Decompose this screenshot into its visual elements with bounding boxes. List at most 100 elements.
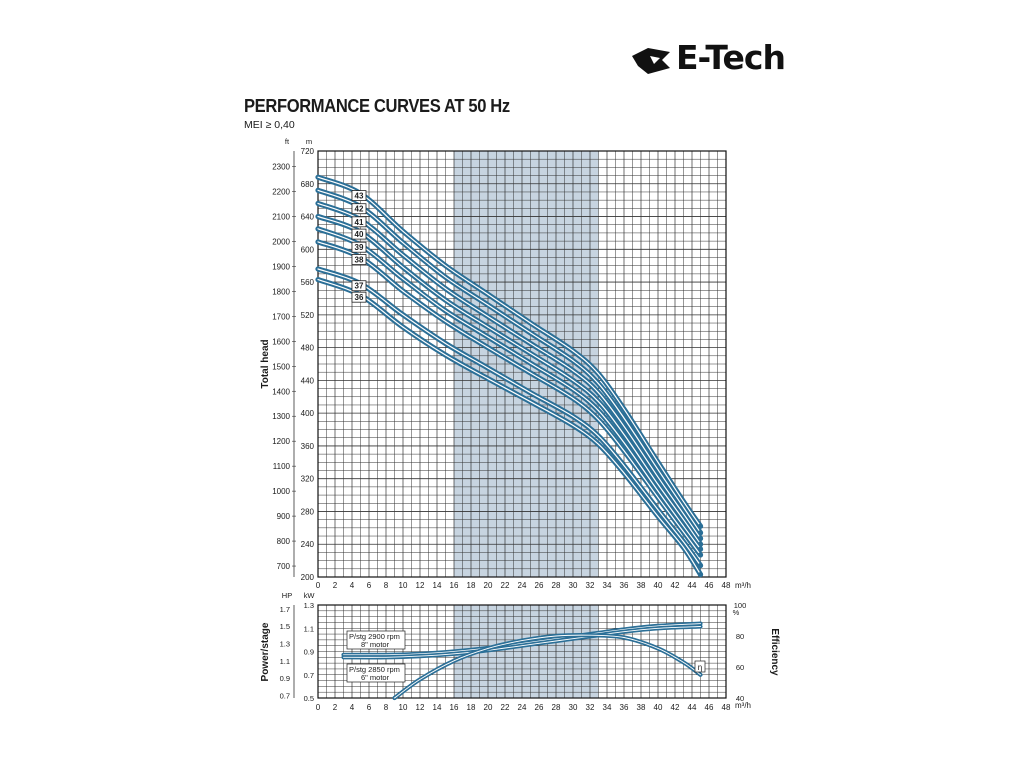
x-tick-label: 4 <box>350 581 355 590</box>
y-tick-label-m: 360 <box>301 442 315 451</box>
x-tick-label-lower: 22 <box>501 703 510 712</box>
y-tick-label-hp: 0.9 <box>280 674 290 683</box>
y-tick-label-ft: 1200 <box>272 437 290 446</box>
page-title: PERFORMANCE CURVES AT 50 Hz <box>244 96 510 116</box>
y-tick-label-ft: 1100 <box>273 462 291 471</box>
stage-label-box <box>351 241 367 253</box>
curve-41-core <box>317 202 702 540</box>
y-tick-label-m: 560 <box>301 278 315 287</box>
x-tick-label-lower: 28 <box>552 703 561 712</box>
x-tick-label-lower: 20 <box>484 703 493 712</box>
page-subtitle: MEI ≥ 0,40 <box>244 119 295 131</box>
x-axis-unit-lower: m³/h <box>735 701 751 710</box>
power-axis-title: Power/stage <box>260 622 271 681</box>
y-tick-label-m: 440 <box>301 376 315 385</box>
x-tick-label-lower: 16 <box>450 703 459 712</box>
y2-tick-label: 100 <box>734 601 747 610</box>
x-tick-label: 0 <box>316 581 321 590</box>
x-tick-label-lower: 42 <box>671 703 680 712</box>
power-annotation-line2: 8" motor <box>361 640 390 649</box>
y-tick-label-m: 320 <box>301 475 315 484</box>
y2-tick-label: 60 <box>736 663 744 672</box>
x-tick-label-lower: 24 <box>518 703 527 712</box>
y-unit-kw: kW <box>304 591 316 600</box>
y-tick-label-ft: 1500 <box>272 362 290 371</box>
stage-label-box <box>351 280 367 292</box>
stage-label: 38 <box>355 256 364 265</box>
y-tick-label-m: 600 <box>301 245 315 254</box>
y-tick-label-m: 280 <box>301 507 315 516</box>
y-tick-label-m: 680 <box>301 180 315 189</box>
power-efficiency-chart: 0.50.70.91.11.30.70.91.11.31.51.74060801… <box>260 591 780 712</box>
curve-40-core <box>317 215 702 545</box>
x-tick-label: 40 <box>654 581 663 590</box>
x-tick-label-lower: 14 <box>433 703 442 712</box>
stage-label-box <box>351 190 367 202</box>
x-tick-label-lower: 26 <box>535 703 544 712</box>
x-tick-label: 18 <box>467 581 476 590</box>
stage-label: 39 <box>355 243 364 252</box>
stage-label: 43 <box>355 192 364 201</box>
x-axis-unit: m³/h <box>735 581 751 590</box>
x-tick-label: 8 <box>384 581 389 590</box>
y-tick-label-ft: 900 <box>277 512 291 521</box>
y-tick-label-ft: 1000 <box>272 487 290 496</box>
y-tick-label-kw: 1.1 <box>304 624 314 633</box>
x-tick-label: 10 <box>399 581 408 590</box>
y-tick-label-ft: 1800 <box>272 287 290 296</box>
y-tick-label-hp: 1.7 <box>280 605 290 614</box>
stage-label-box <box>351 254 367 265</box>
x-tick-label: 6 <box>367 581 372 590</box>
x-tick-label: 24 <box>518 581 527 590</box>
curve-43-core <box>317 176 702 527</box>
y-tick-label-kw: 1.3 <box>304 601 314 610</box>
plot-frame <box>317 150 727 578</box>
y-tick-label-ft: 1600 <box>272 337 290 346</box>
plot-frame-lower <box>317 604 727 699</box>
x-tick-label: 22 <box>501 581 510 590</box>
curve-38-endpoint <box>697 552 704 558</box>
x-tick-label-lower: 48 <box>722 703 731 712</box>
stage-label-box <box>351 291 367 303</box>
y-tick-label-hp: 0.7 <box>280 691 290 700</box>
curve-39-core <box>317 228 702 550</box>
power-annotation-line2: 6" motor <box>361 673 390 682</box>
y-tick-label-ft: 2200 <box>272 188 290 197</box>
x-tick-label: 38 <box>637 581 646 590</box>
curve-38-core <box>317 241 702 556</box>
curve-37-endpoint <box>697 562 704 569</box>
x-tick-label-lower: 32 <box>586 703 595 712</box>
curve-37-core <box>317 268 702 567</box>
x-tick-label-lower: 34 <box>603 703 612 712</box>
y-tick-label-ft: 2300 <box>272 163 290 172</box>
e-tech-logo-icon <box>632 48 670 74</box>
x-tick-label: 46 <box>705 581 714 590</box>
power-annotation-line1: P/stg 2900 rpm <box>349 632 400 641</box>
stage-label: 36 <box>355 293 364 302</box>
x-tick-label: 44 <box>688 581 697 590</box>
x-tick-label-lower: 36 <box>620 703 629 712</box>
x-tick-label: 12 <box>416 581 425 590</box>
stage-label: 41 <box>355 218 364 227</box>
y-tick-label-ft: 700 <box>277 562 291 571</box>
stage-label-box <box>351 216 367 228</box>
y-tick-label-m: 640 <box>301 213 315 222</box>
x-tick-label-lower: 8 <box>384 703 389 712</box>
power-annotation-box <box>346 630 406 650</box>
x-tick-label-lower: 46 <box>705 703 714 712</box>
y-tick-label-m: 240 <box>301 540 315 549</box>
y-tick-label-ft: 800 <box>277 537 291 546</box>
x-tick-label: 30 <box>569 581 578 590</box>
x-tick-label-lower: 44 <box>688 703 697 712</box>
performance-chart: 2002402803203604004404805205606006406807… <box>260 137 751 590</box>
y-tick-label-kw: 0.5 <box>304 694 314 703</box>
y-tick-label-ft: 2100 <box>272 212 290 221</box>
eta-label: η <box>698 663 702 672</box>
y-tick-label-ft: 1700 <box>272 312 290 321</box>
y-axis-title: Total head <box>260 339 271 388</box>
x-tick-label-lower: 30 <box>569 703 578 712</box>
y-tick-label-kw: 0.7 <box>304 671 314 680</box>
y-unit-ft: ft <box>285 137 290 146</box>
y-tick-label-m: 400 <box>301 409 315 418</box>
